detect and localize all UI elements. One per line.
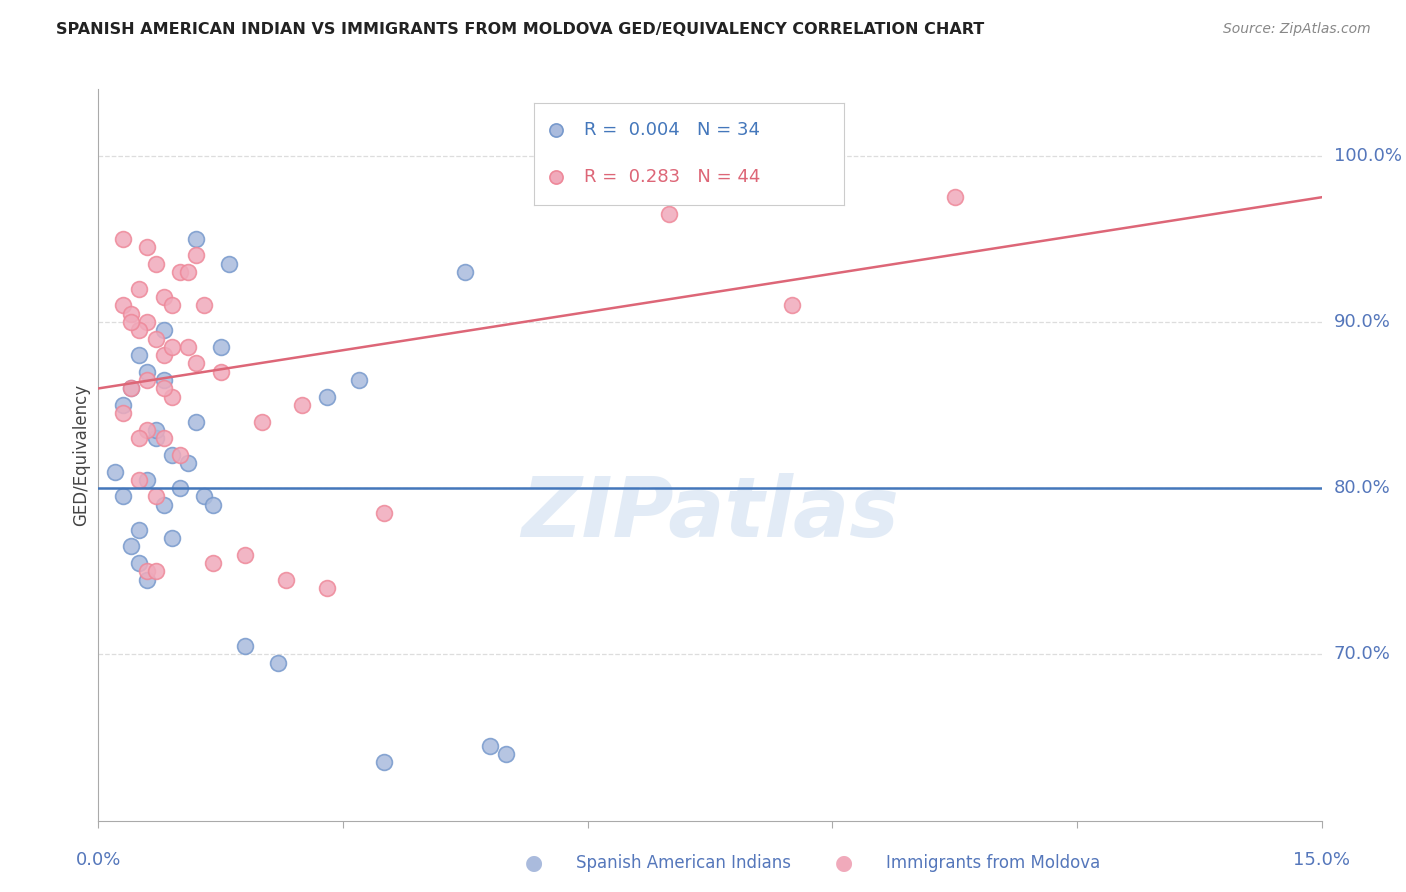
Point (136, 373, 159, 387)
Point (128, 523, 150, 537)
Point (128, 431, 150, 445)
Point (169, 481, 191, 495)
Point (111, 298, 134, 312)
Point (544, 123, 567, 137)
Point (128, 282, 150, 296)
Point (478, 739, 501, 753)
Point (169, 265, 191, 279)
Text: 70.0%: 70.0% (1334, 646, 1391, 664)
Point (349, 373, 371, 387)
Point (104, 465, 127, 479)
Point (193, 490, 215, 504)
Text: R =  0.004   N = 34: R = 0.004 N = 34 (583, 121, 759, 139)
Point (128, 348, 150, 362)
Point (209, 340, 232, 354)
Point (136, 315, 159, 329)
Point (111, 490, 134, 504)
Point (111, 232, 134, 246)
Point (120, 381, 142, 395)
Point (152, 498, 174, 512)
Text: 0.0%: 0.0% (76, 851, 121, 869)
Point (152, 381, 174, 395)
Point (201, 498, 224, 512)
Point (186, 357, 208, 371)
Point (111, 398, 134, 412)
Point (145, 332, 167, 346)
Text: R =  0.283   N = 44: R = 0.283 N = 44 (583, 169, 761, 186)
Point (160, 298, 183, 312)
Text: 100.0%: 100.0% (1334, 146, 1402, 165)
Point (186, 415, 208, 429)
Point (152, 348, 174, 362)
Point (120, 315, 142, 329)
Point (128, 473, 150, 487)
Point (274, 573, 297, 587)
Point (152, 373, 174, 387)
Point (373, 756, 395, 770)
Text: 90.0%: 90.0% (1334, 313, 1391, 331)
Point (218, 257, 240, 271)
Point (160, 448, 183, 462)
Point (373, 506, 395, 520)
Point (128, 323, 150, 337)
Point (136, 564, 159, 578)
Point (152, 323, 174, 337)
Y-axis label: GED/Equivalency: GED/Equivalency (72, 384, 90, 526)
Point (201, 556, 224, 570)
Point (658, 207, 681, 221)
Point (145, 257, 167, 271)
Point (315, 390, 337, 404)
Point (152, 431, 174, 445)
Text: Spanish American Indians: Spanish American Indians (576, 855, 792, 872)
Point (495, 747, 517, 761)
Point (145, 490, 167, 504)
Point (233, 639, 256, 653)
Point (186, 248, 208, 262)
Point (136, 365, 159, 379)
Point (169, 448, 191, 462)
Point (120, 381, 142, 395)
Point (544, 170, 567, 185)
Point (120, 307, 142, 321)
Point (177, 340, 200, 354)
Point (145, 564, 167, 578)
Point (780, 298, 803, 312)
Point (250, 415, 273, 429)
Point (315, 581, 337, 595)
Point (267, 656, 290, 670)
Point (145, 431, 167, 445)
Point (111, 406, 134, 420)
Text: Source: ZipAtlas.com: Source: ZipAtlas.com (1223, 22, 1371, 37)
Text: SPANISH AMERICAN INDIAN VS IMMIGRANTS FROM MOLDOVA GED/EQUIVALENCY CORRELATION C: SPANISH AMERICAN INDIAN VS IMMIGRANTS FR… (56, 22, 984, 37)
Point (233, 548, 256, 562)
Point (160, 390, 183, 404)
Text: ZIPatlas: ZIPatlas (522, 473, 898, 554)
Point (160, 340, 183, 354)
Text: 15.0%: 15.0% (1294, 851, 1350, 869)
Text: ●: ● (835, 854, 852, 873)
Point (943, 190, 966, 204)
Point (177, 456, 200, 470)
Point (136, 573, 159, 587)
Point (136, 473, 159, 487)
Point (209, 365, 232, 379)
Point (454, 265, 477, 279)
Point (291, 398, 314, 412)
Text: ●: ● (526, 854, 543, 873)
Point (193, 298, 215, 312)
Text: Immigrants from Moldova: Immigrants from Moldova (886, 855, 1099, 872)
Text: 80.0%: 80.0% (1334, 479, 1391, 497)
Point (160, 531, 183, 545)
Point (186, 232, 208, 246)
Point (152, 290, 174, 304)
Point (128, 556, 150, 570)
Point (136, 423, 159, 437)
Point (177, 265, 200, 279)
Point (145, 423, 167, 437)
Point (136, 240, 159, 254)
Point (120, 540, 142, 554)
